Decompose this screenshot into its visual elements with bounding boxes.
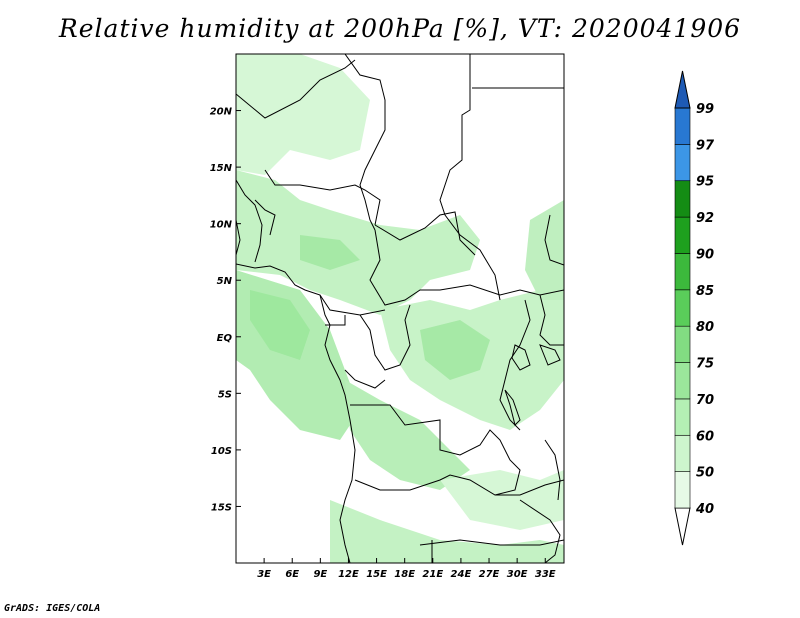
humidity-patch-core-2 [420, 320, 490, 380]
humidity-patch-central [345, 380, 470, 490]
border-line [236, 59, 356, 119]
colorbar-label: 90 [696, 247, 714, 262]
border-line [499, 299, 531, 431]
colorbar-segment [674, 107, 691, 145]
colorbar-segment [674, 325, 691, 363]
colorbar-label: 85 [696, 284, 714, 299]
border-line [236, 179, 263, 263]
border-line [350, 404, 521, 496]
colorbar-segment [674, 289, 691, 327]
humidity-patch-north [236, 54, 370, 175]
lon-tick-label: 6E [285, 569, 299, 580]
lat-tick-label: EQ [217, 333, 233, 344]
colorbar-segment [674, 362, 691, 400]
border-line [354, 474, 564, 496]
lat-tick-label: 10S [211, 446, 232, 457]
border-line [254, 199, 276, 236]
border-line [369, 229, 564, 306]
colorbar-label: 75 [696, 357, 714, 372]
border-line [544, 214, 564, 266]
colorbar-segment [674, 434, 691, 472]
lon-tick-label: 27E [479, 569, 500, 580]
colorbar-label: 92 [696, 211, 714, 226]
country-borders [236, 54, 564, 563]
colorbar-segment [674, 471, 691, 509]
lon-tick-label: 9E [313, 569, 327, 580]
border-line [544, 439, 561, 501]
border-line [324, 324, 356, 563]
border-line [359, 304, 411, 371]
lon-tick-label: 24E [451, 569, 472, 580]
border-line [439, 54, 501, 301]
lat-tick-label: 15S [211, 502, 232, 513]
humidity-patch-core-1 [250, 290, 310, 360]
lon-tick-label: 33E [535, 569, 556, 580]
colorbar-segment [674, 398, 691, 436]
humidity-patch-east [525, 200, 564, 300]
border-line [319, 294, 386, 316]
lon-tick-label: 30E [507, 569, 528, 580]
colorbar-lower-triangle [674, 507, 691, 546]
lat-tick-label: 5N [217, 276, 233, 287]
colorbar-segment [674, 144, 691, 182]
border-line [264, 169, 381, 226]
latitude-ticks: 20N 15N 10N 5N EQ 5S 10S 15S [210, 107, 241, 513]
colorbar-label: 60 [696, 429, 714, 444]
border-line [539, 294, 564, 346]
colorbar-label: 80 [696, 320, 714, 335]
humidity-patch-west [236, 170, 480, 315]
lon-tick-label: 12E [338, 569, 359, 580]
border-line [374, 211, 476, 256]
border-line [519, 499, 561, 563]
colorbar: 40 50 60 70 75 80 85 90 92 95 97 99 [674, 70, 715, 546]
lat-tick-label: 20N [210, 107, 233, 118]
border-line [325, 315, 346, 326]
lon-tick-label: 21E [422, 569, 443, 580]
lon-tick-label: 3E [257, 569, 271, 580]
lon-tick-label: 18E [394, 569, 415, 580]
colorbar-segment [674, 216, 691, 254]
plot-frame [235, 53, 565, 564]
grads-credit: GrADS: IGES/COLA [4, 603, 101, 614]
humidity-patch-core-3 [300, 235, 360, 270]
longitude-ticks: 3E 6E 9E 12E 15E 18E 21E 24E 27E 30E 33E [257, 558, 556, 580]
lon-tick-label: 15E [366, 569, 387, 580]
humidity-shading [236, 54, 564, 563]
colorbar-segment [674, 253, 691, 291]
map-title: Relative humidity at 200hPa [%], VT: 202… [58, 14, 742, 43]
border-line [344, 369, 386, 389]
lat-tick-label: 5S [218, 389, 232, 400]
lat-tick-label: 15N [210, 163, 233, 174]
border-line [344, 54, 386, 231]
lat-tick-label: 10N [210, 220, 233, 231]
colorbar-label: 50 [696, 466, 714, 481]
lake-outline [511, 344, 531, 371]
lake-outline [504, 389, 521, 426]
colorbar-segment [674, 180, 691, 218]
border-line [236, 219, 241, 256]
humidity-patch-south [330, 500, 564, 563]
colorbar-label: 40 [695, 502, 714, 517]
colorbar-label: 95 [696, 175, 714, 190]
border-line [236, 263, 331, 326]
border-line [419, 539, 564, 546]
humidity-patch-southeast [440, 470, 564, 530]
colorbar-label: 99 [696, 102, 714, 117]
colorbar-upper-triangle [674, 70, 691, 109]
lake-outline [539, 344, 561, 366]
colorbar-label: 97 [696, 138, 715, 153]
colorbar-label: 70 [696, 393, 714, 408]
